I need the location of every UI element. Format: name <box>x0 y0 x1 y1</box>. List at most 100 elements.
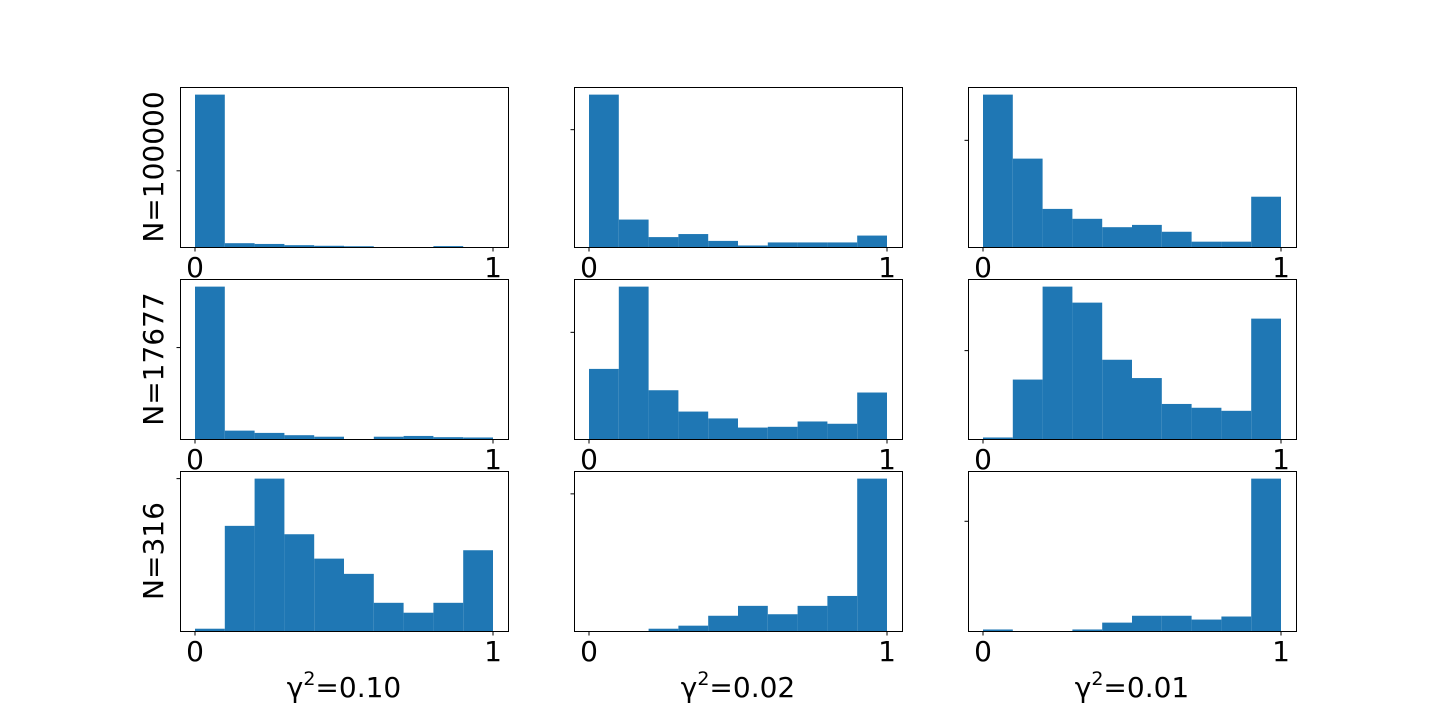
bar-r2-c0-b7 <box>403 612 434 631</box>
bar-r0-c0-b2 <box>254 243 285 247</box>
bar-r2-c2-b5 <box>1132 615 1162 631</box>
bar-r0-c1-b3 <box>678 234 709 247</box>
axes-frame-r0-c2 <box>968 87 1297 248</box>
bar-r2-c2-b4 <box>1102 622 1132 631</box>
x-tick-label-r0-c2-1: 1 <box>1272 251 1290 284</box>
bar-r2-c1-b3 <box>678 625 709 631</box>
x-tick-label-r0-c1-1: 1 <box>878 251 896 284</box>
x-tick-label-r2-c1-1: 1 <box>878 635 896 668</box>
bar-r1-c2-b6 <box>1161 403 1192 439</box>
bar-r2-c2-b3 <box>1072 629 1103 631</box>
bar-r0-c2-b3 <box>1072 218 1103 247</box>
bar-r1-c1-b2 <box>648 390 679 439</box>
bar-r1-c0-b4 <box>314 436 344 439</box>
bar-r2-c1-b2 <box>648 628 679 631</box>
x-tick-label-r2-c1-0: 0 <box>580 635 598 668</box>
bar-r1-c1-b8 <box>827 423 858 439</box>
bar-r2-c0-b2 <box>254 478 285 631</box>
x-tick-label-r2-c2-0: 0 <box>974 635 992 668</box>
bar-r2-c1-b7 <box>797 605 828 631</box>
axes-frame-r0-c1 <box>574 87 903 248</box>
column-label-1-sup: 2 <box>697 668 709 690</box>
column-label-0: γ2=0.10 <box>287 668 401 704</box>
axes-frame-r2-c2 <box>968 471 1297 632</box>
column-label-1-base: γ <box>681 671 698 704</box>
bar-r0-c2-b2 <box>1042 208 1073 247</box>
x-tick-label-r2-c0-1: 1 <box>484 635 502 668</box>
axes-frame-r1-c2 <box>968 279 1297 440</box>
axes-frame-r0-c0 <box>180 87 509 248</box>
bar-r2-c0-b1 <box>224 525 255 631</box>
bar-r1-c1-b1 <box>618 286 649 439</box>
bar-r2-c0-b8 <box>433 602 464 631</box>
bar-r2-c2-b7 <box>1191 619 1222 631</box>
panels-group: 0 1 0 1 0 10 1 0 1 0 10 1 0 1 0 1 <box>176 87 1297 668</box>
bar-r2-c1-b5 <box>738 605 768 631</box>
bar-r1-c1-b9 <box>857 392 887 439</box>
bar-r1-c2-b8 <box>1221 410 1252 439</box>
bar-r2-c2-b0 <box>983 629 1013 631</box>
bar-r0-c2-b5 <box>1132 224 1162 247</box>
bar-r0-c0-b1 <box>224 243 255 247</box>
column-label-2: γ2=0.01 <box>1075 668 1189 704</box>
bar-r1-c2-b3 <box>1072 302 1103 439</box>
bar-r2-c0-b0 <box>195 628 225 631</box>
bar-r1-c1-b7 <box>797 421 828 439</box>
bar-r1-c2-b0 <box>983 437 1013 439</box>
column-label-0-base: γ <box>287 671 304 704</box>
axes-frame-r1-c0 <box>180 279 509 440</box>
x-tick-label-r2-c2-1: 1 <box>1272 635 1290 668</box>
column-label-2-sup: 2 <box>1091 668 1103 690</box>
bar-r0-c2-b8 <box>1221 241 1252 247</box>
bar-r0-c1-b6 <box>767 242 798 247</box>
bar-r0-c0-b0 <box>195 94 225 248</box>
bar-r1-c2-b2 <box>1042 286 1073 439</box>
column-label-2-base: γ <box>1075 671 1092 704</box>
bar-r1-c0-b8 <box>433 437 464 439</box>
x-tick-label-r0-c0-1: 1 <box>484 251 502 284</box>
bar-r2-c0-b6 <box>373 602 404 631</box>
bar-r0-c0-b8 <box>433 246 464 247</box>
row-labels-group: N=100000 N=17677 N=316 <box>137 91 170 600</box>
bar-r0-c1-b1 <box>618 219 649 247</box>
row-label-1: N=17677 <box>137 292 170 425</box>
column-label-1: γ2=0.02 <box>681 668 795 704</box>
bar-r2-c1-b4 <box>708 615 738 631</box>
bar-r0-c0-b4 <box>314 245 344 247</box>
bar-r1-c1-b4 <box>708 418 738 439</box>
bar-r2-c0-b5 <box>344 573 374 631</box>
bar-r1-c1-b0 <box>589 368 619 439</box>
bar-r0-c1-b7 <box>797 242 828 247</box>
column-label-1-rest: =0.02 <box>709 671 795 704</box>
axes-frame-r1-c1 <box>574 279 903 440</box>
bar-r2-c2-b8 <box>1221 616 1252 631</box>
x-tick-label-r1-c0-1: 1 <box>484 443 502 476</box>
bar-r2-c2-b6 <box>1161 615 1192 631</box>
bar-r0-c1-b8 <box>827 242 858 247</box>
bar-r2-c1-b8 <box>827 595 858 631</box>
x-tick-label-r0-c1-0: 0 <box>580 251 598 284</box>
axes-frame-r2-c1 <box>574 471 903 632</box>
bar-r0-c2-b7 <box>1191 241 1222 247</box>
bar-r1-c0-b2 <box>254 432 285 439</box>
x-tick-label-r0-c2-0: 0 <box>974 251 992 284</box>
bar-r1-c0-b3 <box>284 435 315 439</box>
x-tick-label-r0-c0-0: 0 <box>186 251 204 284</box>
bar-r0-c1-b0 <box>589 94 619 248</box>
bar-r2-c1-b6 <box>767 614 798 631</box>
bar-r1-c2-b4 <box>1102 359 1132 439</box>
bar-r1-c2-b5 <box>1132 378 1162 439</box>
bar-r1-c2-b1 <box>1012 379 1043 439</box>
bar-r0-c2-b1 <box>1012 158 1043 247</box>
bar-r2-c1-b9 <box>857 478 887 631</box>
column-label-2-rest: =0.01 <box>1103 671 1189 704</box>
column-label-0-sup: 2 <box>303 668 315 690</box>
